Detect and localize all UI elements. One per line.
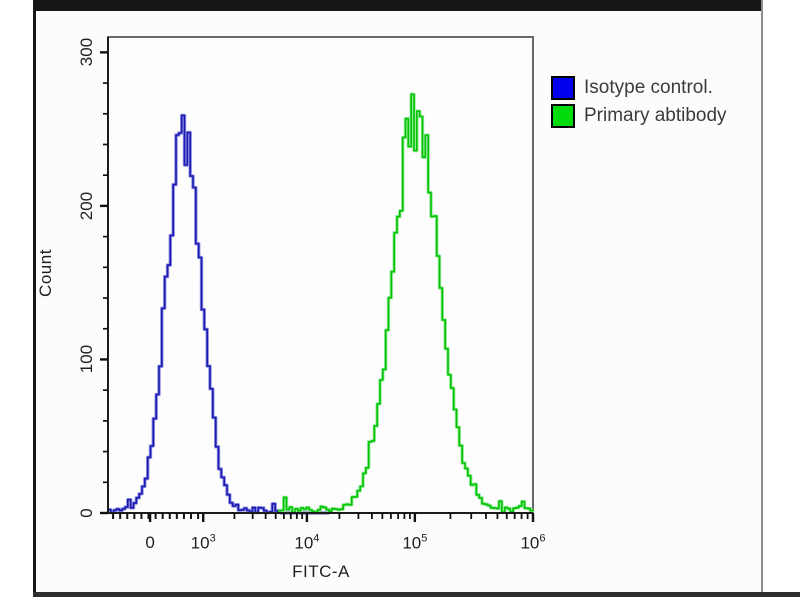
y-tick-label-200: 200 [77, 191, 96, 221]
legend-item-isotype: Isotype control. [551, 74, 727, 102]
x-tick-label-10e4: 104 [294, 532, 320, 553]
legend-label-isotype: Isotype control. [584, 77, 713, 98]
frame-bottom-border [33, 592, 800, 597]
x-axis-title: FITC-A [292, 562, 350, 581]
x-tick-label-10e5: 105 [402, 532, 428, 553]
legend-label-primary: Primary abtibody [584, 105, 727, 126]
y-tick-label-100: 100 [77, 345, 96, 374]
frame-top-border [33, 0, 761, 11]
series-curve-1 [278, 93, 534, 514]
series-curve-0 [108, 114, 329, 514]
x-tick-label-0: 0 [145, 533, 155, 552]
frame-right-border [761, 0, 763, 592]
plot-area [107, 36, 534, 514]
legend-swatch-isotype-icon [551, 76, 575, 100]
frame-left-border [33, 0, 36, 592]
x-tick-label-10e6: 106 [520, 532, 546, 553]
y-tick-label-300: 300 [77, 38, 96, 67]
legend: Isotype control. Primary abtibody [551, 74, 727, 130]
y-tick-label-0: 0 [77, 508, 96, 518]
legend-swatch-primary-icon [551, 104, 575, 128]
x-tick-label-10e3: 103 [190, 532, 216, 553]
legend-item-primary: Primary abtibody [551, 102, 727, 130]
y-axis-title: Count [36, 249, 55, 297]
